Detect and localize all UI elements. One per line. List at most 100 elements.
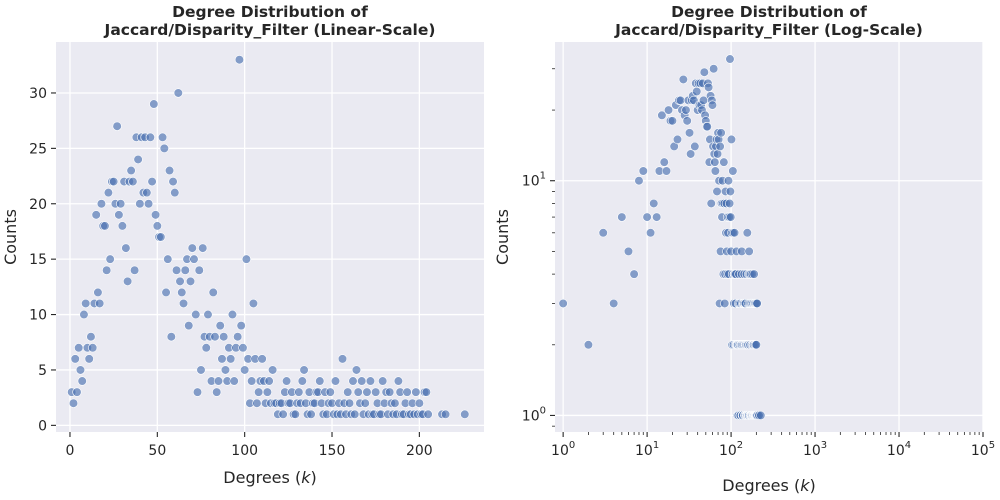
- data-point: [217, 354, 227, 364]
- data-point: [68, 398, 79, 408]
- data-point: [645, 228, 656, 238]
- data-point: [290, 409, 300, 419]
- data-point: [348, 376, 358, 386]
- data-point: [185, 276, 196, 286]
- data-point: [657, 110, 667, 120]
- data-point: [149, 99, 159, 109]
- y-tick-label: 100: [522, 405, 546, 424]
- data-point: [84, 354, 94, 364]
- y-axis-label-log: Counts: [493, 209, 512, 265]
- data-point: [350, 409, 360, 419]
- data-point: [421, 387, 431, 397]
- data-point: [440, 409, 451, 419]
- data-point: [728, 166, 738, 176]
- data-point: [724, 198, 735, 209]
- data-point: [147, 177, 157, 187]
- data-point: [156, 232, 166, 242]
- data-point: [315, 376, 325, 386]
- y-tick-label: 20: [29, 197, 47, 213]
- chart-title-line1-linear: Degree Distribution of: [172, 3, 368, 21]
- data-point: [145, 132, 155, 142]
- data-point: [152, 221, 162, 231]
- data-point: [163, 254, 173, 264]
- x-tick-label: 104: [887, 440, 911, 459]
- data-point: [649, 198, 659, 209]
- data-point: [241, 254, 252, 264]
- data-point: [725, 186, 735, 197]
- data-point: [423, 409, 433, 419]
- data-point: [393, 376, 404, 386]
- data-point: [642, 212, 652, 222]
- data-point: [343, 387, 353, 397]
- data-point: [344, 398, 355, 408]
- data-point: [357, 376, 367, 386]
- data-point: [121, 243, 131, 253]
- data-point: [238, 343, 248, 353]
- data-point: [74, 343, 84, 353]
- x-tick-label: 105: [971, 440, 995, 459]
- data-point: [268, 365, 278, 375]
- data-point: [744, 246, 754, 256]
- data-point: [583, 340, 594, 350]
- data-point: [170, 188, 180, 198]
- data-point: [220, 365, 231, 375]
- data-point: [365, 376, 376, 386]
- y-tick-label: 0: [38, 418, 47, 434]
- data-point: [652, 212, 662, 222]
- data-point: [112, 121, 122, 131]
- data-point: [164, 165, 175, 176]
- data-point: [692, 86, 702, 97]
- data-point: [213, 376, 224, 386]
- data-point: [143, 199, 154, 209]
- data-point: [709, 64, 719, 74]
- data-point: [752, 298, 762, 309]
- data-point: [390, 398, 400, 408]
- data-point: [299, 365, 309, 375]
- data-point: [194, 265, 204, 275]
- data-point: [91, 210, 101, 220]
- data-point: [75, 365, 86, 375]
- data-point: [294, 387, 304, 397]
- data-point: [623, 246, 634, 256]
- data-point: [254, 387, 264, 397]
- scatter-points-log: [558, 54, 766, 421]
- tick-labels-linear: 0 50 100 150 200 0 5 10 15 20 25 30: [29, 86, 433, 459]
- data-point: [103, 188, 114, 198]
- x-tick-label: 102: [719, 440, 743, 459]
- data-point: [678, 74, 688, 85]
- data-point: [262, 387, 272, 397]
- data-point: [702, 122, 712, 132]
- data-point: [212, 387, 222, 397]
- data-point: [278, 409, 288, 419]
- data-point: [672, 134, 683, 144]
- data-point: [710, 157, 720, 167]
- tick-labels-log: 100 101 102 103 104 105 100 101: [522, 68, 995, 459]
- linear-scale-panel: 0 50 100 150 200 0 5 10 15 20 25 30 Degree Distribu…: [1, 3, 484, 487]
- data-point: [114, 210, 124, 220]
- data-point: [236, 321, 246, 331]
- data-point: [699, 67, 709, 77]
- data-point: [77, 376, 87, 386]
- data-point: [95, 298, 105, 309]
- data-point: [729, 228, 740, 238]
- data-point: [233, 332, 243, 342]
- data-point: [105, 254, 115, 264]
- data-point: [297, 376, 307, 386]
- data-point: [720, 298, 730, 309]
- data-point: [248, 298, 259, 309]
- data-point: [100, 221, 110, 231]
- data-point: [247, 376, 257, 386]
- data-point: [184, 321, 194, 331]
- data-point: [178, 298, 189, 309]
- x-tick-label: 150: [319, 443, 346, 459]
- data-point: [173, 88, 183, 98]
- data-point: [756, 410, 766, 421]
- data-point: [123, 276, 133, 286]
- data-point: [161, 287, 171, 297]
- data-point: [128, 177, 138, 187]
- data-point: [192, 387, 203, 397]
- data-point: [634, 176, 644, 186]
- data-point: [234, 55, 245, 65]
- data-point: [175, 276, 185, 286]
- data-point: [362, 387, 372, 397]
